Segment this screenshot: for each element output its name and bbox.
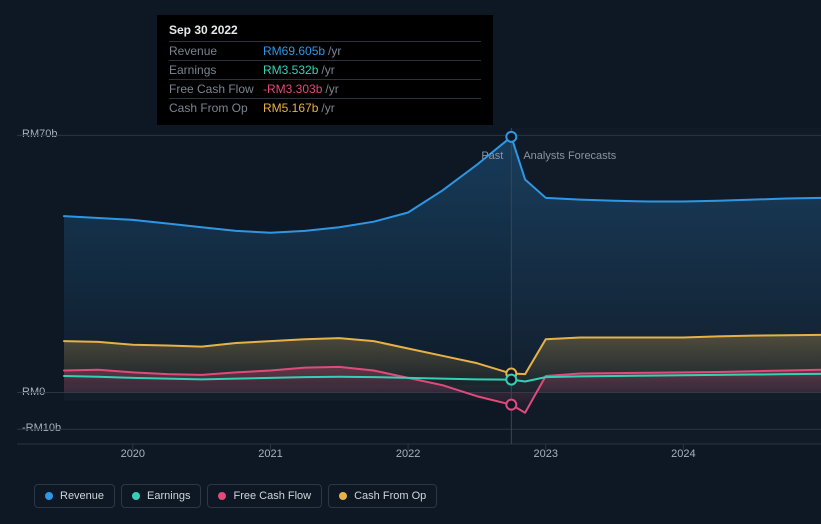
financial-chart: Sep 30 2022 RevenueRM69.605b/yrEarningsR…	[17, 0, 804, 524]
legend-label: Revenue	[60, 490, 104, 502]
legend-item[interactable]: Earnings	[121, 484, 201, 508]
legend-item[interactable]: Revenue	[34, 484, 115, 508]
tooltip-row-suffix: /yr	[328, 44, 341, 58]
legend-item[interactable]: Free Cash Flow	[207, 484, 322, 508]
tooltip-row-label: Cash From Op	[169, 101, 263, 115]
tooltip-row: Cash From OpRM5.167b/yr	[169, 98, 481, 117]
tooltip-row: Free Cash Flow-RM3.303b/yr	[169, 79, 481, 98]
legend-label: Earnings	[147, 490, 190, 502]
legend-dot-icon	[45, 492, 53, 500]
x-axis-tick: 2021	[258, 448, 282, 460]
tooltip-row-label: Free Cash Flow	[169, 82, 263, 96]
tooltip-row-suffix: /yr	[321, 63, 334, 77]
tooltip-row-value: -RM3.303b	[263, 82, 322, 96]
legend-dot-icon	[339, 492, 347, 500]
tooltip-row-value: RM3.532b	[263, 63, 318, 77]
tooltip-row-label: Revenue	[169, 44, 263, 58]
tooltip-row-suffix: /yr	[325, 82, 338, 96]
legend-item[interactable]: Cash From Op	[328, 484, 437, 508]
x-axis-tick: 2024	[671, 448, 695, 460]
x-axis-tick: 2023	[533, 448, 557, 460]
tooltip-row-value: RM69.605b	[263, 44, 325, 58]
past-label: Past	[481, 150, 503, 162]
chart-legend: Revenue Earnings Free Cash Flow Cash From O…	[34, 484, 437, 508]
legend-label: Cash From Op	[354, 490, 426, 502]
x-axis-tick: 2022	[396, 448, 420, 460]
x-axis: 2020 2021 2022 2023 2024	[64, 448, 821, 468]
legend-dot-icon	[218, 492, 226, 500]
x-axis-tick: 2020	[121, 448, 145, 460]
forecast-label: Analysts Forecasts	[523, 150, 616, 162]
legend-label: Free Cash Flow	[233, 490, 311, 502]
tooltip-row: EarningsRM3.532b/yr	[169, 60, 481, 79]
tooltip-row-value: RM5.167b	[263, 101, 318, 115]
legend-dot-icon	[132, 492, 140, 500]
tooltip-date: Sep 30 2022	[169, 23, 481, 41]
chart-tooltip: Sep 30 2022 RevenueRM69.605b/yrEarningsR…	[157, 15, 493, 125]
tooltip-row-label: Earnings	[169, 63, 263, 77]
tooltip-row: RevenueRM69.605b/yr	[169, 41, 481, 60]
tooltip-row-suffix: /yr	[321, 101, 334, 115]
